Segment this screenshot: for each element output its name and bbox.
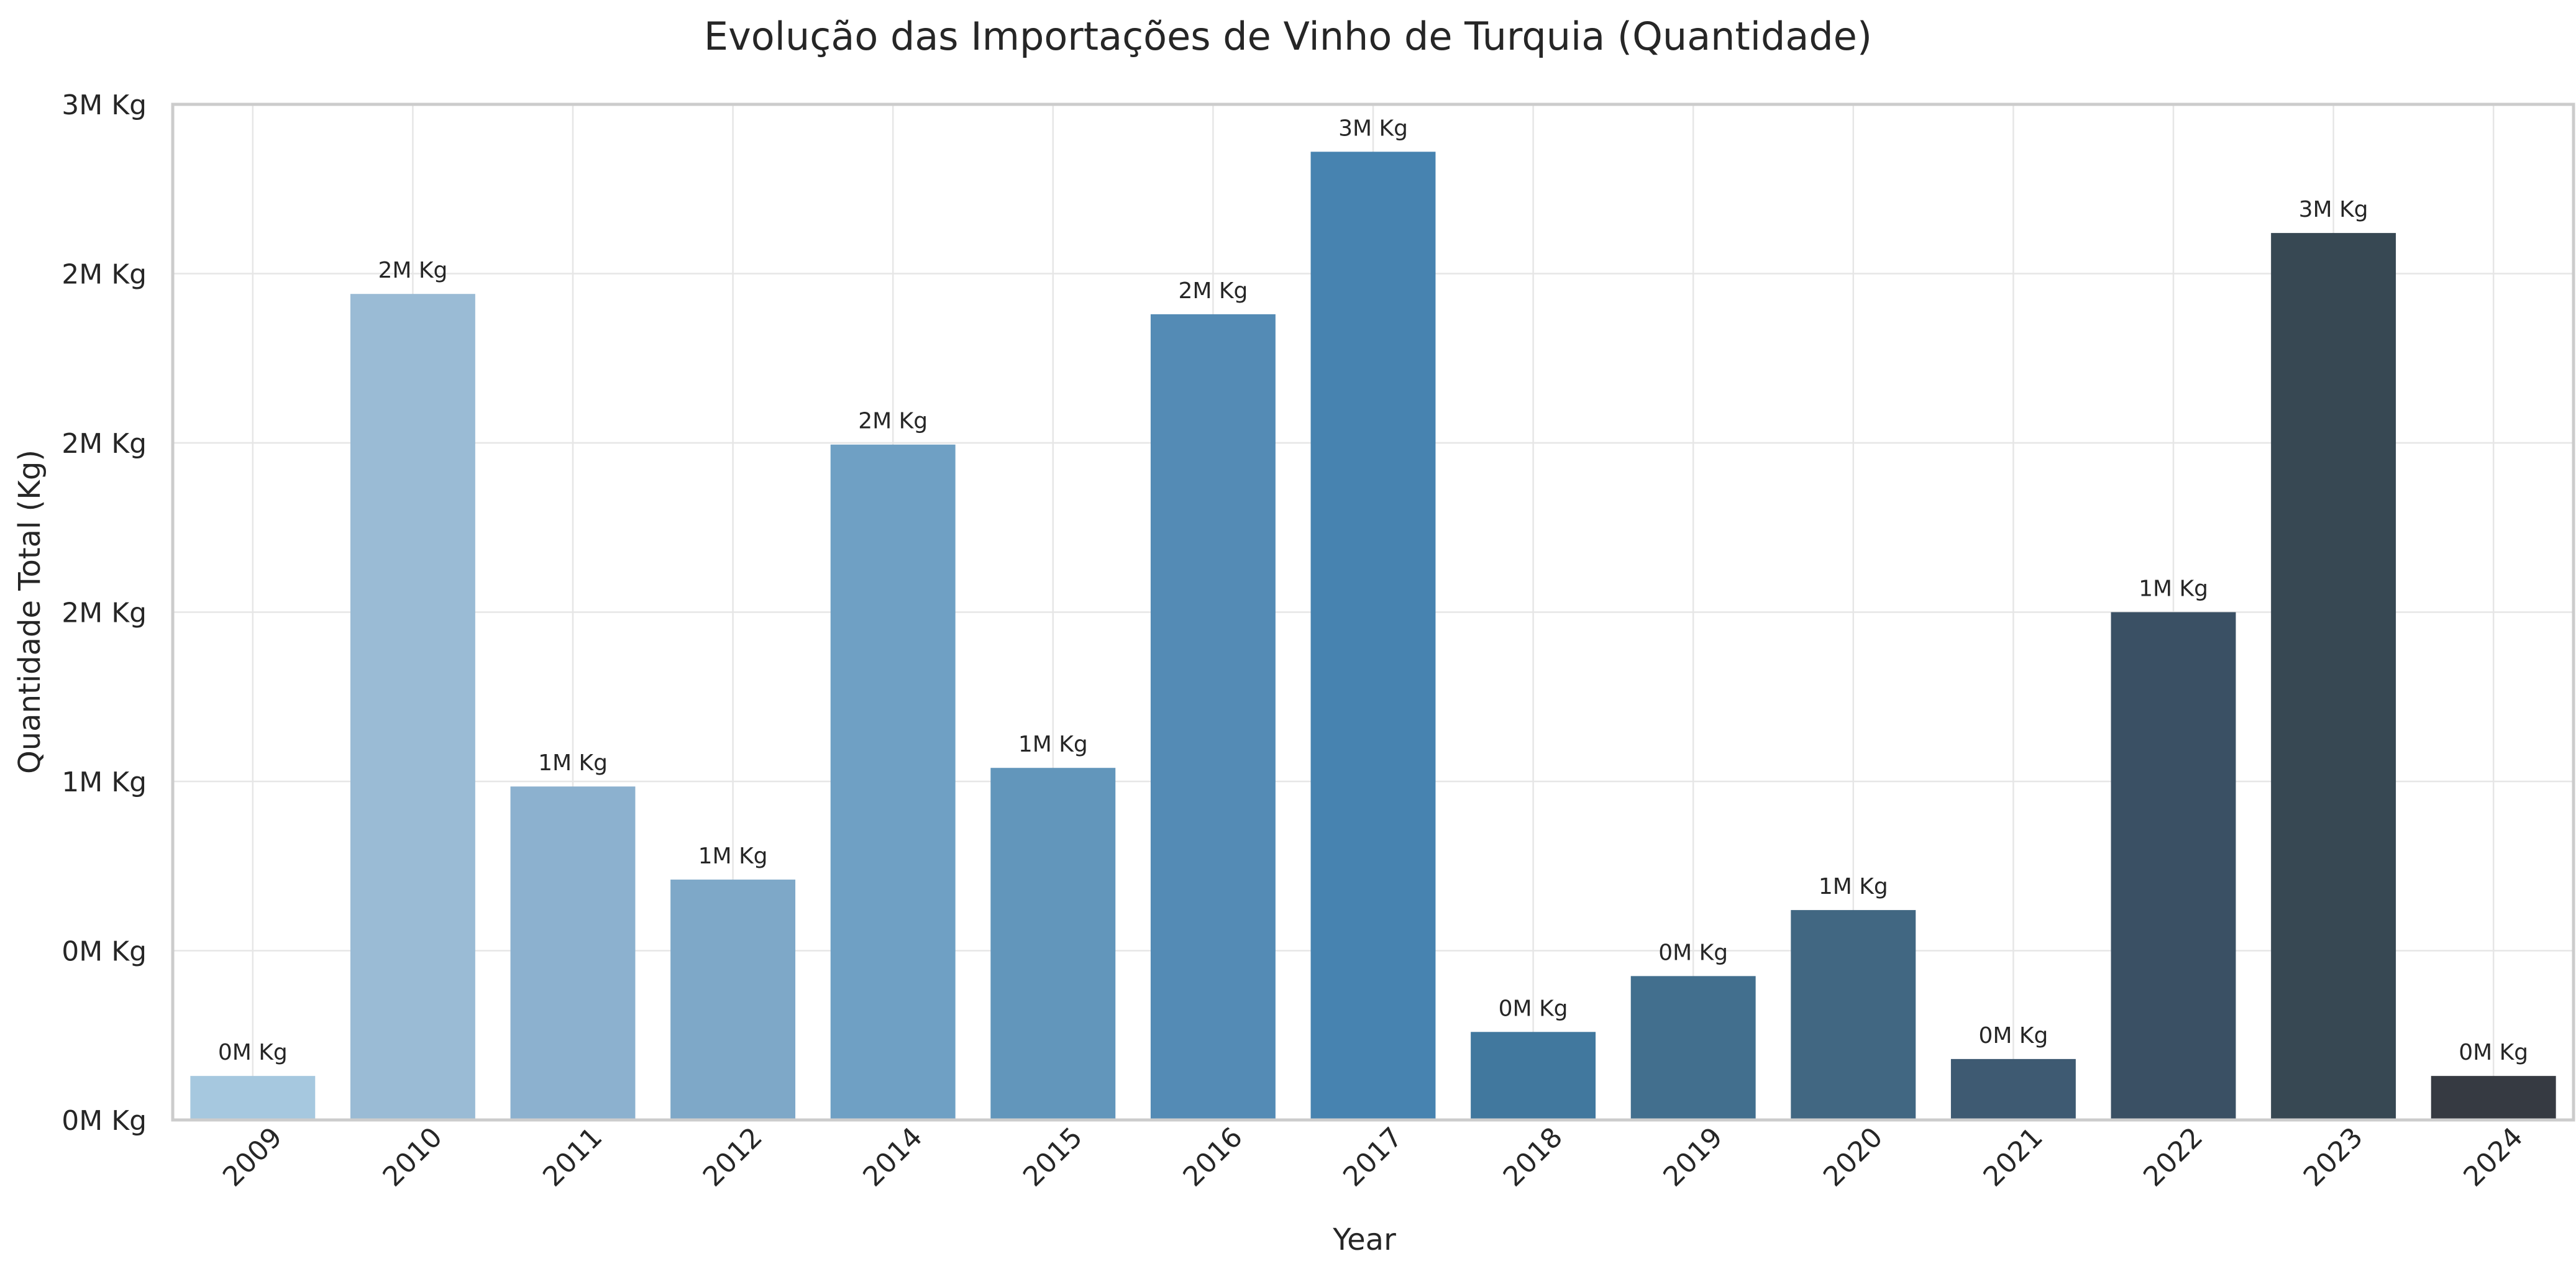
bar-2021: [1950, 1058, 2076, 1120]
x-tick-label-2022: 2022: [2137, 1121, 2209, 1193]
y-tick-label: 2M Kg: [62, 428, 147, 460]
data-label-2024: 0M Kg: [2459, 1040, 2528, 1065]
x-tick-label-2015: 2015: [1017, 1121, 1089, 1193]
data-label-2011: 1M Kg: [538, 750, 608, 776]
data-label-2022: 1M Kg: [2139, 576, 2208, 602]
data-label-2009: 0M Kg: [218, 1040, 288, 1065]
x-tick-label-2010: 2010: [377, 1121, 449, 1193]
bar-2016: [1150, 314, 1276, 1120]
data-label-2023: 3M Kg: [2299, 197, 2368, 222]
x-tick-label-2009: 2009: [217, 1121, 288, 1193]
bar-2018: [1471, 1032, 1596, 1120]
y-tick-label: 1M Kg: [62, 767, 147, 798]
bar-2011: [510, 786, 636, 1120]
data-label-2017: 3M Kg: [1338, 116, 1408, 141]
y-tick-label: 0M Kg: [62, 1105, 147, 1137]
data-label-2019: 0M Kg: [1658, 940, 1728, 965]
bar-2022: [2111, 612, 2236, 1120]
x-tick-label-2019: 2019: [1657, 1121, 1729, 1193]
x-ticks-layer: 2009 2010 2011 2012 2014 2015 2016 2017 2018 2019…: [217, 1121, 2529, 1193]
plot-frame: [171, 102, 2575, 1122]
data-label-2012: 1M Kg: [698, 844, 768, 869]
data-label-2015: 1M Kg: [1018, 732, 1088, 757]
data-label-2014: 2M Kg: [858, 409, 928, 434]
x-tick-label-2024: 2024: [2457, 1121, 2529, 1193]
y-axis-label: Quantidade Total (Kg): [12, 450, 47, 774]
data-labels-layer: 0M Kg 2M Kg 1M Kg 1M Kg 2M Kg 1M Kg 2M Kg 3M Kg…: [218, 116, 2528, 1065]
bar-2017: [1310, 152, 1436, 1120]
data-label-2016: 2M Kg: [1178, 278, 1248, 304]
x-axis-label: Year: [1332, 1222, 1396, 1257]
data-label-2010: 2M Kg: [378, 258, 447, 283]
y-tick-label: 2M Kg: [62, 598, 147, 629]
bar-2023: [2271, 233, 2396, 1121]
data-label-2018: 0M Kg: [1499, 996, 1568, 1021]
y-ticks-layer: 0M Kg 0M Kg 1M Kg 2M Kg 2M Kg 2M Kg 3M Kg: [62, 89, 147, 1137]
bars-layer: [190, 152, 2556, 1121]
bar-2024: [2431, 1076, 2556, 1120]
y-tick-label: 3M Kg: [62, 89, 147, 121]
x-tick-label-2018: 2018: [1497, 1121, 1569, 1193]
chart-title: Evolução das Importações de Vinho de Tur…: [704, 14, 1872, 59]
x-tick-label-2012: 2012: [697, 1121, 769, 1193]
y-tick-label: 0M Kg: [62, 936, 147, 968]
data-label-2021: 0M Kg: [1978, 1023, 2048, 1049]
bar-2020: [1791, 910, 1916, 1120]
x-tick-label-2016: 2016: [1177, 1121, 1249, 1193]
bar-2012: [670, 880, 796, 1120]
bar-2009: [190, 1076, 316, 1120]
x-tick-label-2017: 2017: [1337, 1121, 1409, 1193]
data-label-2020: 1M Kg: [1819, 874, 1888, 899]
x-tick-label-2023: 2023: [2298, 1121, 2369, 1193]
bar-2010: [350, 294, 475, 1121]
x-tick-label-2011: 2011: [537, 1121, 608, 1193]
x-tick-label-2014: 2014: [857, 1121, 928, 1193]
bar-2019: [1630, 976, 1756, 1120]
y-tick-label: 2M Kg: [62, 259, 147, 291]
bar-2015: [990, 768, 1116, 1120]
x-tick-label-2020: 2020: [1817, 1121, 1889, 1193]
x-tick-label-2021: 2021: [1978, 1121, 2049, 1193]
bar-2014: [830, 444, 956, 1120]
